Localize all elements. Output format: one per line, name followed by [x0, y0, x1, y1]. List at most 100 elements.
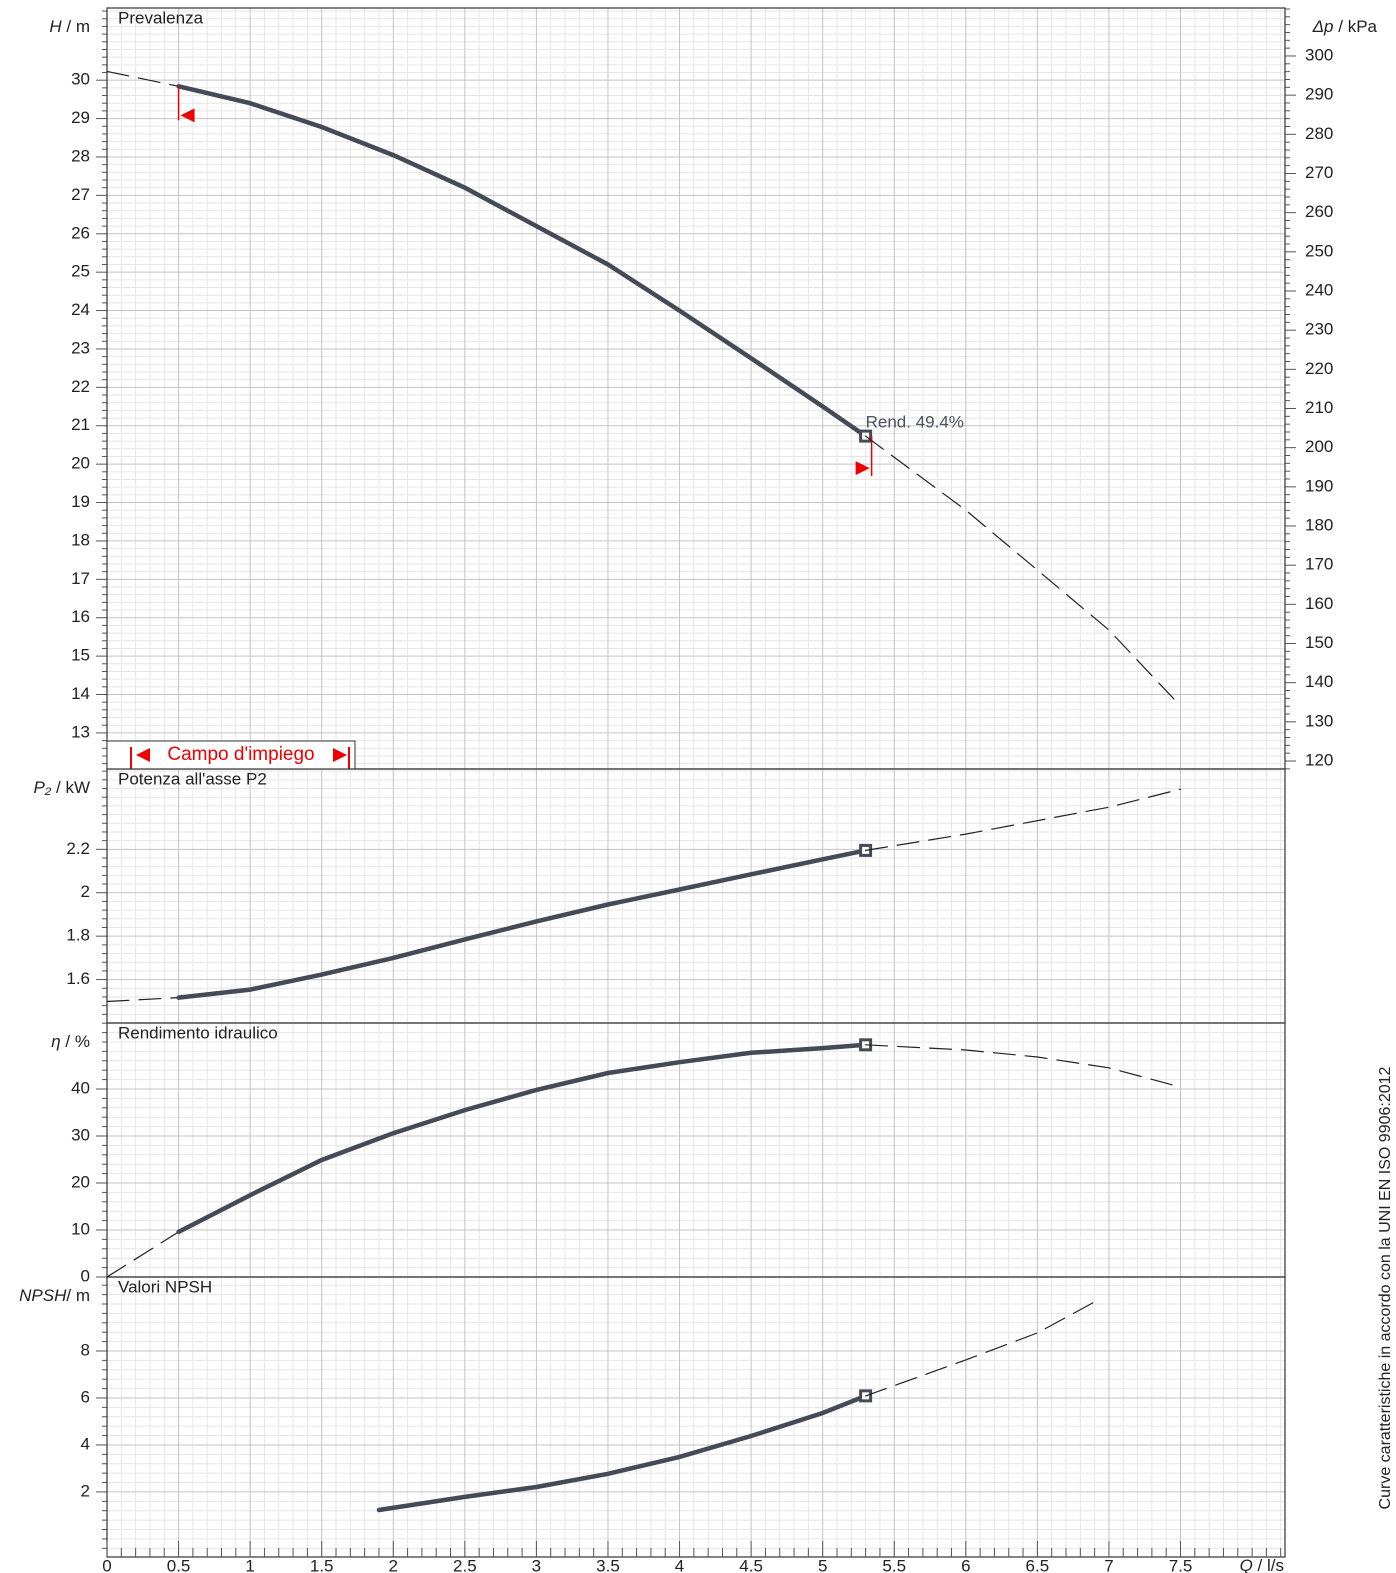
standard-note: Curve caratteristiche in accordo con la … — [1377, 1066, 1394, 1509]
y2-axis-label-symbol: Δp — [1312, 17, 1334, 36]
y-tick-label: 16 — [71, 607, 90, 626]
x-axis-label: Q / l/s — [1240, 1556, 1284, 1573]
y2-tick-label: 210 — [1305, 398, 1333, 417]
y2-tick-label: 280 — [1305, 124, 1333, 143]
y-tick-label: 30 — [71, 70, 90, 89]
panel: 13 14 15 16 17 18 19 20 21 22 23 24 25 26 27 28 29 30 120 1… — [71, 7, 1333, 770]
x-tick-label: 2 — [389, 1556, 398, 1573]
y2-tick-label: 290 — [1305, 85, 1333, 104]
y2-tick-label: 130 — [1305, 711, 1333, 730]
y-axis-label: η / % — [51, 1032, 90, 1051]
x-tick-label: 0.5 — [167, 1556, 191, 1573]
x-tick-label: 2.5 — [453, 1556, 477, 1573]
y2-axis-label-unit: / kPa — [1334, 17, 1378, 36]
y-axis-label-symbol: H — [49, 17, 62, 36]
x-tick-label: 7 — [1104, 1556, 1113, 1573]
x-tick-label: 4 — [675, 1556, 684, 1573]
range-arrow — [180, 108, 195, 123]
curve — [106, 70, 180, 87]
y-tick-label: 4 — [81, 1434, 90, 1453]
x-tick-label: 4.5 — [739, 1556, 763, 1573]
y-tick-label: 13 — [71, 722, 90, 741]
curve — [376, 1393, 868, 1513]
curve — [865, 435, 1182, 707]
x-tick-label: 5.5 — [882, 1556, 906, 1573]
y2-tick-label: 220 — [1305, 359, 1333, 378]
y-tick-label: 18 — [71, 530, 90, 549]
y2-tick-label: 300 — [1305, 45, 1333, 64]
y2-tick-label: 230 — [1305, 320, 1333, 339]
curve — [176, 1042, 868, 1235]
x-tick-label: 1.5 — [310, 1556, 334, 1573]
y2-tick-label: 190 — [1305, 476, 1333, 495]
curve — [176, 84, 868, 439]
y-axis-label-unit: / m — [66, 1286, 90, 1305]
y-axis-label-symbol: P₂ — [33, 778, 51, 797]
curve — [176, 848, 868, 1000]
y-tick-label: 29 — [71, 108, 90, 127]
curve — [106, 1231, 180, 1278]
curve — [865, 1301, 1096, 1397]
y-tick-label: 24 — [71, 300, 90, 319]
y-tick-label: 1.8 — [66, 926, 90, 945]
y2-tick-label: 260 — [1305, 202, 1333, 221]
y-tick-label: 26 — [71, 223, 90, 242]
y-tick-label: 30 — [71, 1125, 90, 1144]
y-tick-label: 1.6 — [66, 969, 90, 988]
y-tick-label: 15 — [71, 646, 90, 665]
curve — [106, 997, 180, 1003]
panel: 1.6 1.8 2 2.2 Potenza all'asse P2 — [66, 768, 1286, 1024]
x-tick-label: 5 — [818, 1556, 827, 1573]
panel-title: Prevalenza — [118, 8, 204, 27]
y-tick-label: 2 — [81, 1481, 90, 1500]
efficiency-annotation: Rend. 49.4% — [866, 413, 964, 432]
curve — [865, 1044, 1182, 1088]
y-tick-label: 40 — [71, 1078, 90, 1097]
y-tick-label: 0 — [81, 1266, 90, 1285]
y2-tick-label: 270 — [1305, 163, 1333, 182]
y-tick-label: 21 — [71, 415, 90, 434]
y-axis-label-unit: / kW — [51, 778, 90, 797]
x-tick-label: 3 — [532, 1556, 541, 1573]
y-tick-label: 28 — [71, 146, 90, 165]
y2-tick-label: 170 — [1305, 555, 1333, 574]
y2-tick-label: 150 — [1305, 633, 1333, 652]
x-tick-label: 0 — [102, 1556, 111, 1573]
x-tick-label: 7.5 — [1169, 1556, 1193, 1573]
y-axis-label: NPSH/ m — [19, 1286, 90, 1305]
y-tick-label: 27 — [71, 185, 90, 204]
y2-tick-label: 120 — [1305, 750, 1333, 769]
y-tick-label: 20 — [71, 454, 90, 473]
y-axis-label-symbol: NPSH — [19, 1286, 67, 1305]
y-tick-label: 10 — [71, 1219, 90, 1238]
panel-title: Potenza all'asse P2 — [118, 769, 267, 788]
y-tick-label: 2 — [81, 882, 90, 901]
x-tick-label: 6.5 — [1026, 1556, 1050, 1573]
curve — [865, 788, 1182, 851]
x-tick-label: 3.5 — [596, 1556, 620, 1573]
y-axis-label: H / m — [49, 17, 90, 36]
y2-tick-label: 250 — [1305, 241, 1333, 260]
panel-frame — [106, 1276, 1286, 1558]
y2-tick-label: 140 — [1305, 672, 1333, 691]
y-tick-label: 6 — [81, 1387, 90, 1406]
y-tick-label: 19 — [71, 492, 90, 511]
y-tick-label: 17 — [71, 569, 90, 588]
y-axis-label-unit: / m — [62, 17, 90, 36]
range-arrow — [855, 461, 870, 476]
y2-tick-label: 160 — [1305, 594, 1333, 613]
y-axis-label-unit: / % — [61, 1032, 90, 1051]
range-label: Campo d'impiego — [167, 744, 314, 765]
y-tick-label: 25 — [71, 262, 90, 281]
x-axis-label-symbol: Q — [1240, 1556, 1253, 1573]
y2-tick-label: 180 — [1305, 515, 1333, 534]
y-tick-label: 23 — [71, 338, 90, 357]
y-tick-label: 22 — [71, 377, 90, 396]
panel-title: Rendimento idraulico — [118, 1023, 278, 1042]
y-tick-label: 14 — [71, 684, 90, 703]
x-axis-label-unit: / l/s — [1253, 1556, 1284, 1573]
y-axis-label-symbol: η — [51, 1032, 60, 1051]
panel-frame — [106, 7, 1286, 770]
y-tick-label: 20 — [71, 1172, 90, 1191]
